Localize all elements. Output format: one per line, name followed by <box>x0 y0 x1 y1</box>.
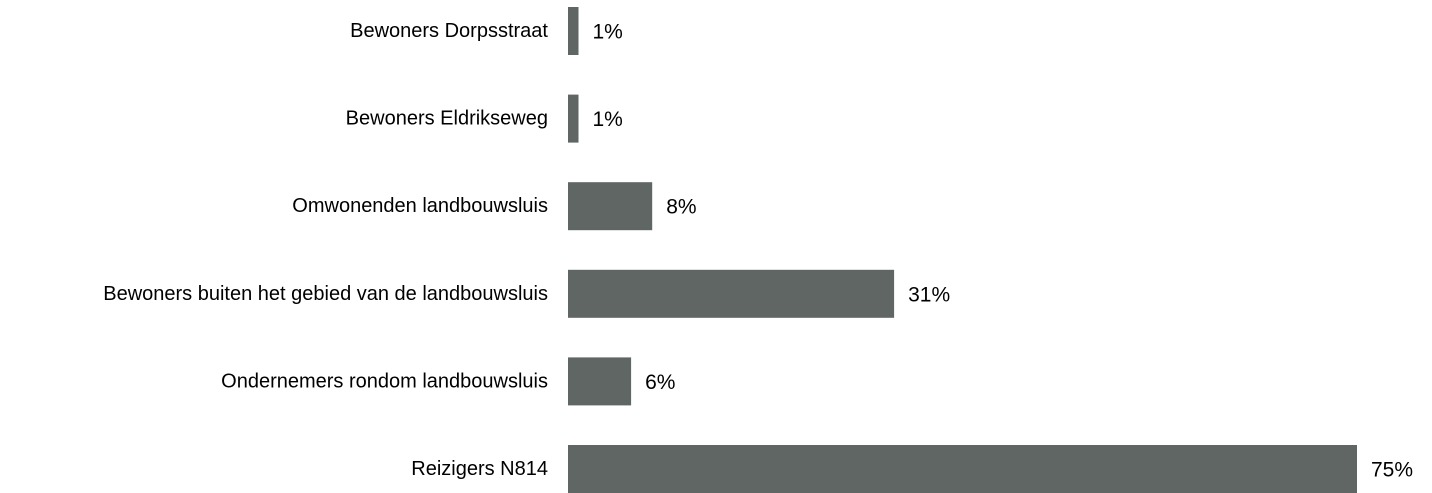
category-label: Reizigers N814 <box>411 458 548 480</box>
value-label: 1% <box>593 108 623 131</box>
category-label: Omwonenden landbouwsluis <box>292 195 548 217</box>
category-label: Bewoners Eldrikseweg <box>346 108 548 130</box>
value-label: 75% <box>1371 459 1413 482</box>
value-label: 8% <box>666 196 696 219</box>
category-label: Bewoners Dorpsstraat <box>350 20 548 42</box>
category-label: Ondernemers rondom landbouwsluis <box>221 370 548 392</box>
value-label: 31% <box>908 283 950 306</box>
bar <box>568 94 579 143</box>
bar <box>568 445 1357 493</box>
bar <box>568 7 579 55</box>
value-label: 6% <box>645 371 675 394</box>
bar <box>568 269 895 318</box>
category-label: Bewoners buiten het gebied van de landbo… <box>103 283 548 305</box>
value-label: 1% <box>593 21 623 44</box>
bar <box>568 182 653 231</box>
bar <box>568 357 632 406</box>
